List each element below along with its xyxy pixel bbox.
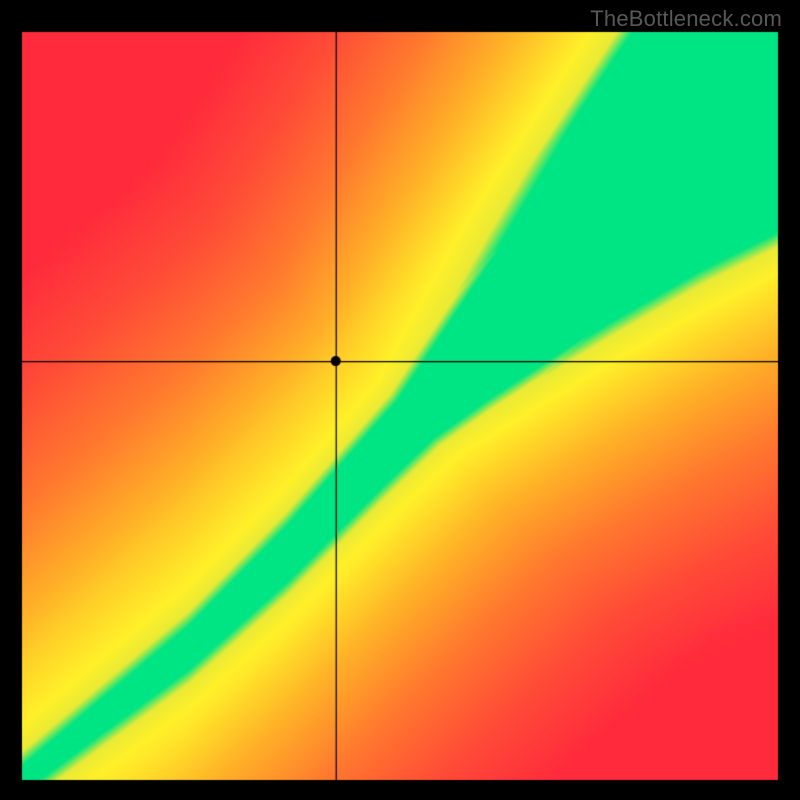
watermark-text: TheBottleneck.com — [590, 6, 782, 32]
heatmap-canvas — [0, 0, 800, 800]
chart-container: TheBottleneck.com — [0, 0, 800, 800]
